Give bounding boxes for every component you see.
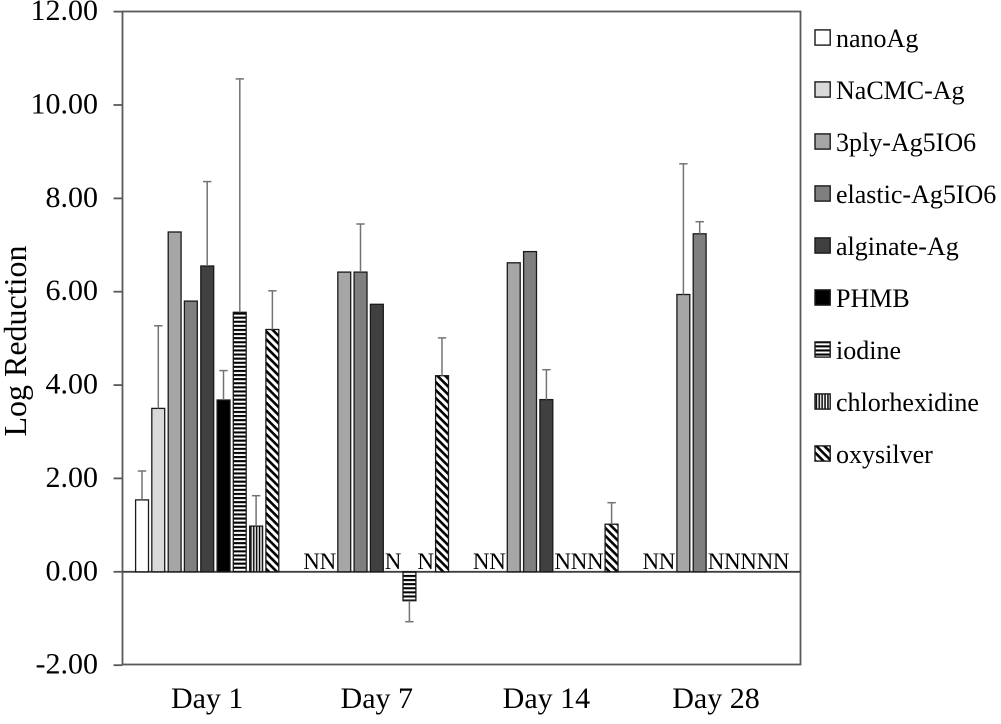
svg-text:NaCMC-Ag: NaCMC-Ag	[836, 76, 965, 105]
svg-text:N: N	[571, 549, 588, 574]
svg-text:oxysilver: oxysilver	[836, 440, 933, 469]
svg-text:N: N	[642, 549, 659, 574]
svg-text:10.00: 10.00	[31, 88, 99, 121]
svg-text:Day 28: Day 28	[672, 682, 759, 715]
svg-text:N: N	[385, 549, 402, 574]
svg-text:N: N	[554, 549, 571, 574]
svg-text:8.00: 8.00	[46, 181, 99, 214]
svg-text:chlorhexidine: chlorhexidine	[836, 388, 979, 417]
svg-text:N: N	[303, 549, 320, 574]
svg-text:Day 7: Day 7	[341, 682, 413, 715]
svg-text:Log Reduction: Log Reduction	[0, 245, 33, 436]
svg-text:alginate-Ag: alginate-Ag	[836, 232, 959, 261]
svg-text:elastic-Ag5IO6: elastic-Ag5IO6	[836, 180, 996, 209]
svg-text:N: N	[724, 549, 741, 574]
svg-text:Day 14: Day 14	[503, 682, 590, 715]
svg-text:N: N	[320, 549, 337, 574]
svg-text:-2.00: -2.00	[36, 648, 99, 681]
svg-text:N: N	[708, 549, 725, 574]
svg-text:N: N	[473, 549, 490, 574]
svg-text:0.00: 0.00	[46, 554, 99, 587]
svg-text:12.00: 12.00	[31, 0, 99, 27]
svg-text:N: N	[659, 549, 676, 574]
svg-text:PHMB: PHMB	[836, 284, 910, 313]
svg-text:N: N	[740, 549, 757, 574]
svg-text:3ply-Ag5IO6: 3ply-Ag5IO6	[836, 128, 976, 157]
svg-text:Day 1: Day 1	[171, 682, 243, 715]
svg-text:N: N	[773, 549, 790, 574]
svg-text:N: N	[489, 549, 506, 574]
svg-text:4.00: 4.00	[46, 368, 99, 401]
svg-text:N: N	[417, 549, 434, 574]
svg-text:nanoAg: nanoAg	[836, 24, 918, 53]
svg-text:2.00: 2.00	[46, 461, 99, 494]
svg-text:N: N	[587, 549, 604, 574]
svg-text:N: N	[757, 549, 774, 574]
svg-text:iodine: iodine	[836, 336, 901, 365]
svg-text:6.00: 6.00	[46, 274, 99, 307]
